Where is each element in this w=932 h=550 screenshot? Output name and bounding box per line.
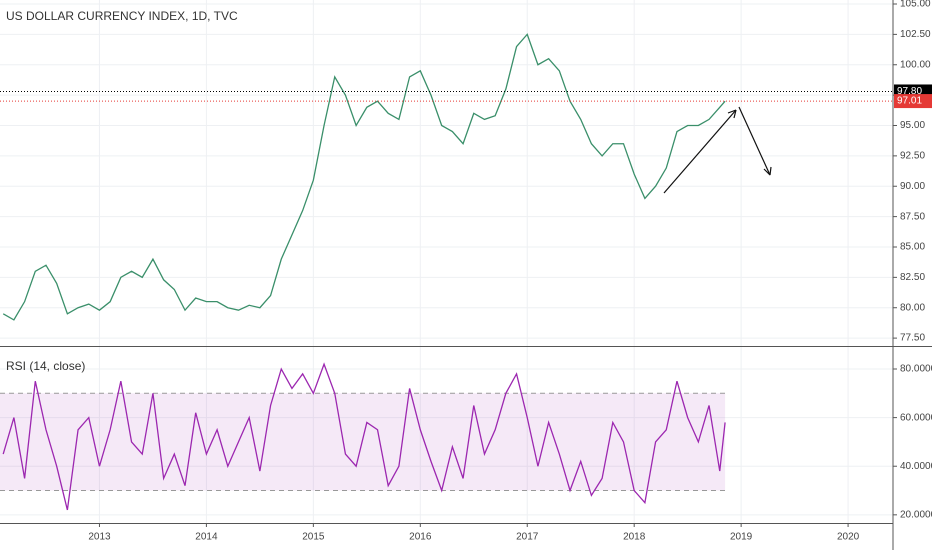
x-tick-label: 2015 xyxy=(302,532,325,543)
y-tick-label: 92.50 xyxy=(900,151,925,162)
x-tick-label: 2018 xyxy=(623,532,646,543)
x-tick-label: 2013 xyxy=(88,532,111,543)
y-tick-label: 105.00 xyxy=(900,0,931,10)
x-tick-label: 2014 xyxy=(195,532,218,543)
y-tick-label: 20.0000 xyxy=(900,509,932,520)
y-tick-label: 82.50 xyxy=(900,272,925,283)
price-label: 97.80 xyxy=(897,86,922,97)
data-line xyxy=(2,362,726,511)
x-tick-label: 2020 xyxy=(837,532,860,543)
x-tick-label: 2016 xyxy=(409,532,432,543)
indicator-title: RSI (14, close) xyxy=(6,359,85,373)
y-tick-label: 102.50 xyxy=(900,29,931,40)
y-tick-label: 77.50 xyxy=(900,333,925,344)
y-tick-label: 87.50 xyxy=(900,211,925,222)
plot xyxy=(2,33,726,511)
x-tick-label: 2017 xyxy=(516,532,539,543)
x-tick-label: 2019 xyxy=(730,532,753,543)
arrow-head xyxy=(727,109,737,119)
y-tick-label: 80.0000 xyxy=(900,364,932,375)
price-label-box xyxy=(894,94,932,109)
price-label: 97.01 xyxy=(897,96,922,107)
grid xyxy=(0,0,893,523)
y-tick-label: 80.00 xyxy=(900,302,925,313)
y-tick-label: 40.0000 xyxy=(900,461,932,472)
data-line xyxy=(2,33,726,321)
arrow xyxy=(738,106,771,176)
arrow-head xyxy=(763,166,772,176)
y-tick-label: 90.00 xyxy=(900,181,925,192)
chart-title: US DOLLAR CURRENCY INDEX, 1D, TVC xyxy=(6,9,238,23)
y-tick-label: 60.0000 xyxy=(900,412,932,423)
y-tick-label: 95.00 xyxy=(900,120,925,131)
y-tick-label: 85.00 xyxy=(900,242,925,253)
y-tick-label: 100.00 xyxy=(900,59,931,70)
arrow xyxy=(663,109,737,194)
